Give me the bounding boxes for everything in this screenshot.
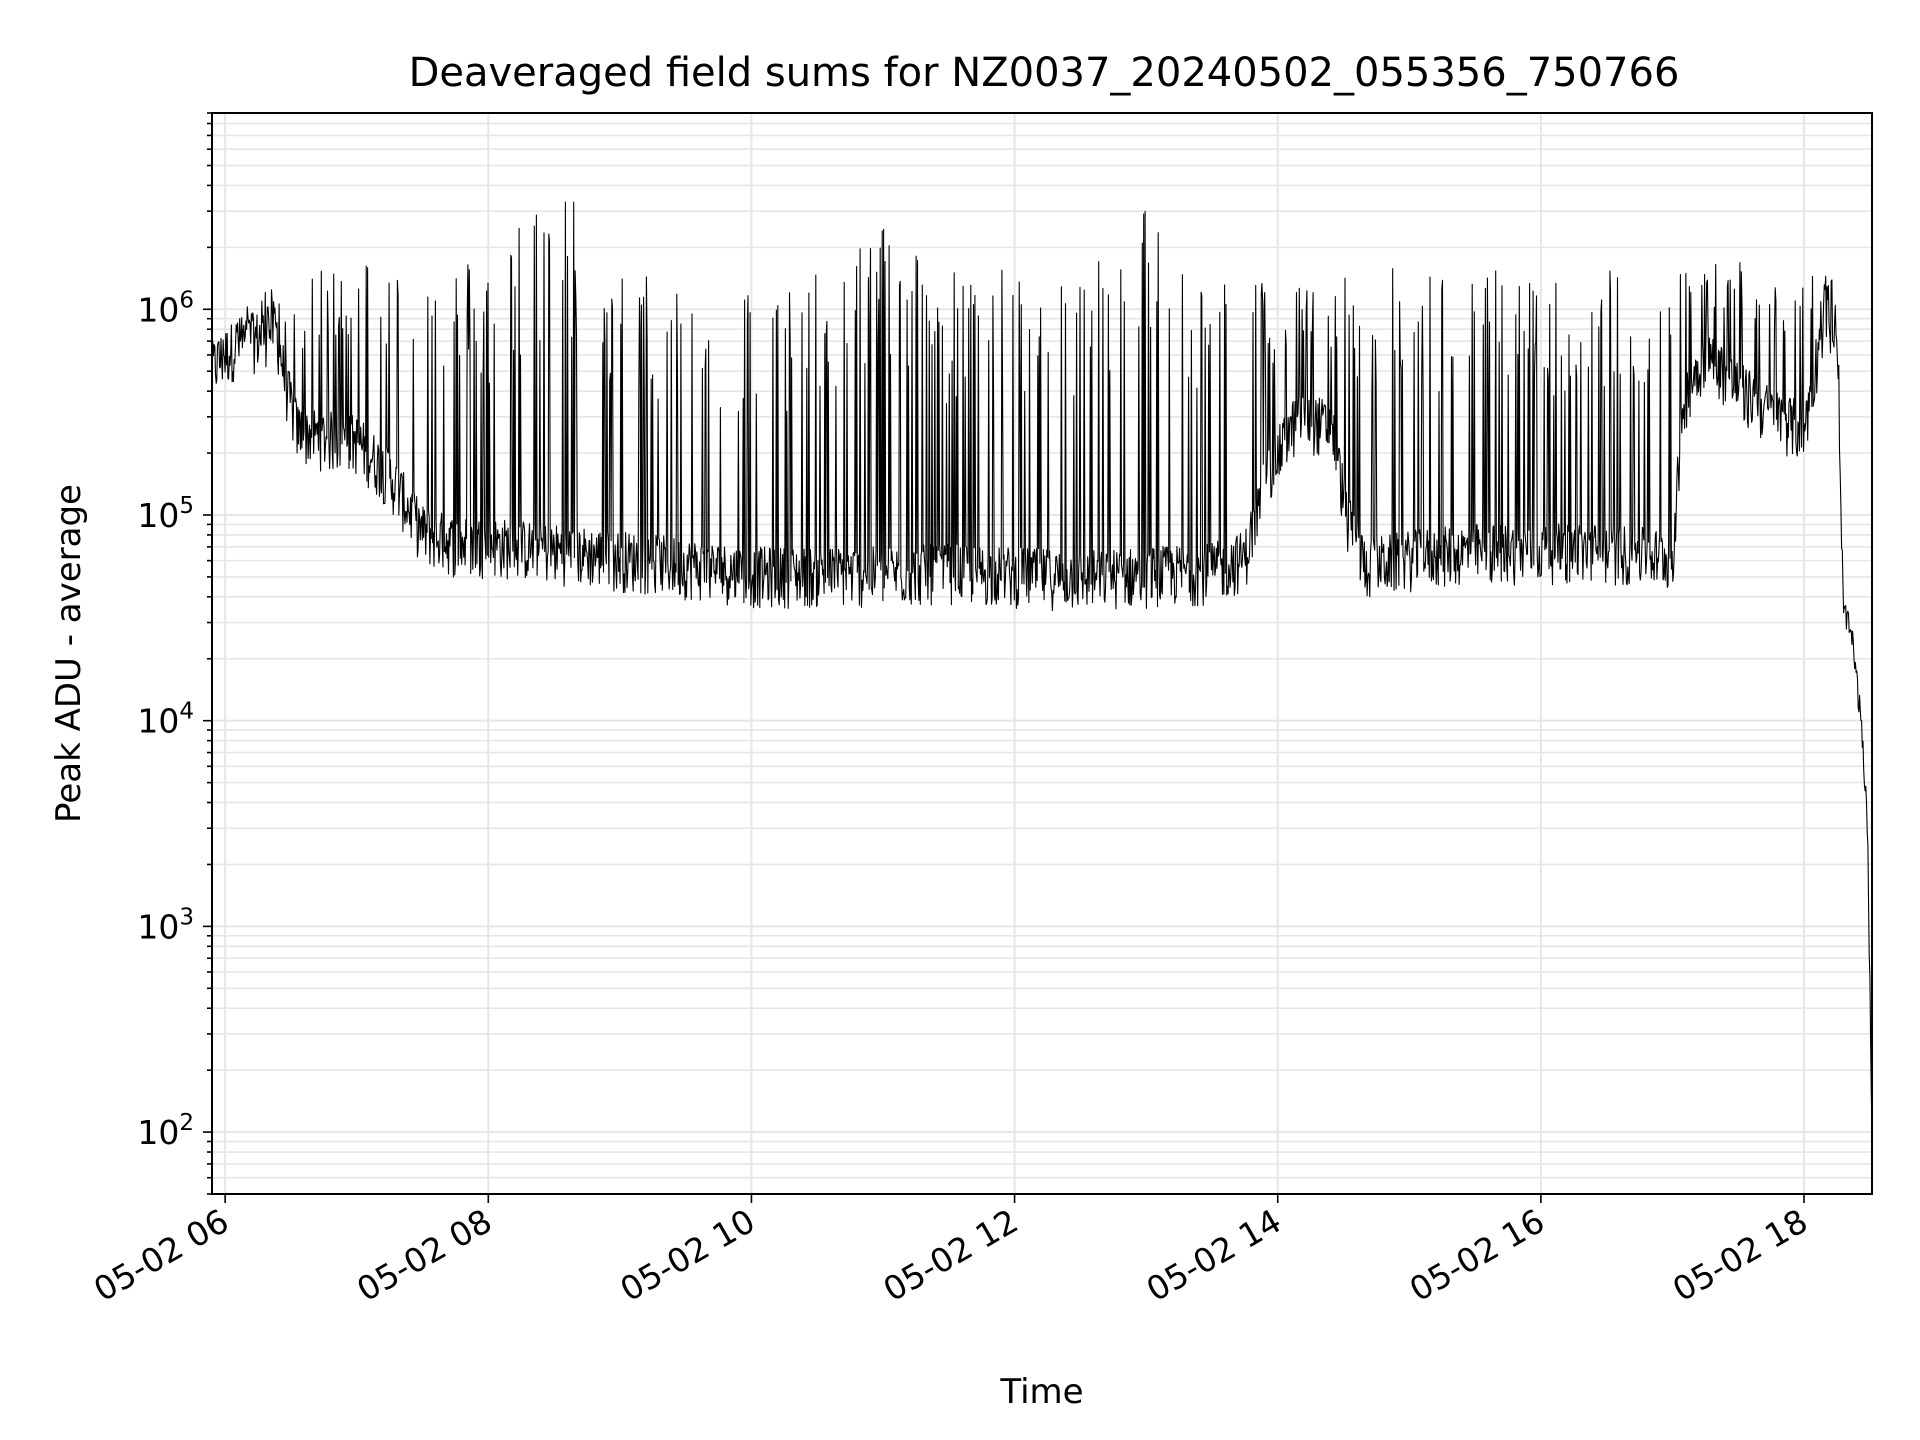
plot-frame — [211, 112, 1873, 1195]
x-tick-label: 05-02 16 — [1403, 1201, 1551, 1309]
y-tick-label: 103 — [137, 904, 194, 946]
x-tick-label: 05-02 12 — [877, 1201, 1025, 1309]
x-tick-label: 05-02 06 — [87, 1201, 235, 1309]
x-tick-label: 05-02 14 — [1140, 1201, 1288, 1309]
y-tick-label: 106 — [137, 287, 194, 329]
grid — [212, 112, 1872, 1195]
axis-ticks: 05-02 06 05-02 08 05-02 10 05-02 12 05-02 14… — [87, 112, 1814, 1309]
data-series — [211, 201, 1873, 1132]
x-axis-label: Time — [999, 1372, 1083, 1412]
x-tick-label: 05-02 10 — [613, 1201, 761, 1309]
y-tick-label: 105 — [137, 493, 194, 535]
y-tick-label: 104 — [137, 699, 194, 741]
x-tick-label: 05-02 18 — [1666, 1201, 1814, 1309]
chart-title: Deaveraged field sums for NZ0037_2024050… — [409, 50, 1680, 96]
y-axis-label: Peak ADU - average — [49, 484, 89, 823]
series-line — [211, 201, 1873, 1132]
x-tick-label: 05-02 08 — [350, 1201, 498, 1309]
y-tick-label: 102 — [137, 1110, 194, 1152]
